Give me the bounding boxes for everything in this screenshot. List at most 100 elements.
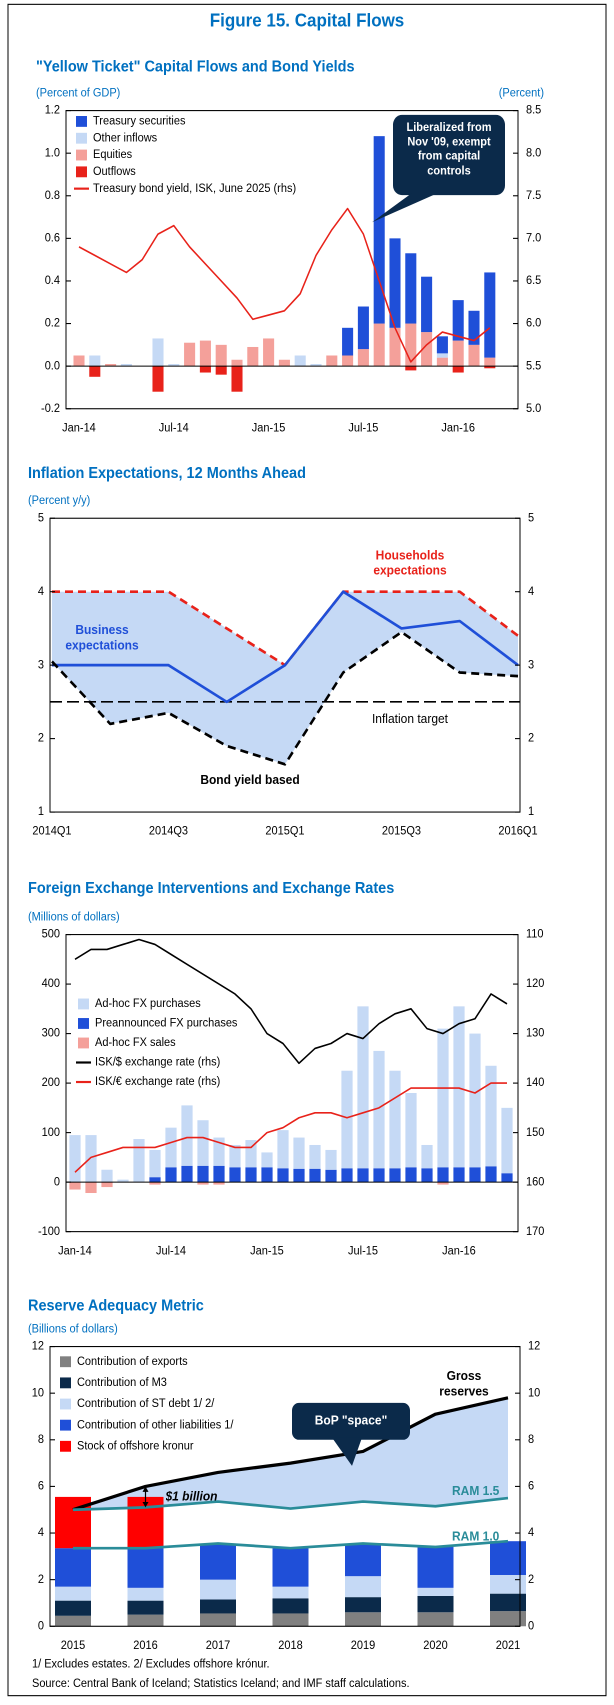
bar — [469, 1033, 481, 1168]
chart-title: Inflation Expectations, 12 Months Ahead — [28, 464, 306, 482]
target-label-box: Inflation target — [372, 711, 448, 726]
callout-text: Liberalized from Nov '09, exempt from ca… — [406, 121, 492, 178]
series-label-box: Business expectations — [65, 622, 138, 653]
bar — [165, 1127, 177, 1168]
series-label-box: Bond yield based — [200, 771, 300, 788]
bar — [85, 1182, 97, 1194]
series-label-box: RAM 1.0 — [452, 1529, 499, 1544]
bar — [200, 1544, 236, 1580]
bar — [73, 355, 85, 367]
bar — [89, 366, 101, 377]
series-line — [52, 590, 519, 704]
bar — [181, 1105, 193, 1166]
x-tick-label: 2015Q1 — [265, 825, 304, 837]
bar — [357, 349, 369, 367]
bar — [341, 1168, 353, 1183]
bar — [437, 1028, 449, 1168]
bar — [149, 1177, 161, 1183]
bar — [127, 1587, 164, 1601]
bar — [272, 1548, 309, 1587]
y2-tick-label: 150 — [526, 1126, 544, 1138]
bar — [405, 366, 417, 371]
bar — [484, 357, 496, 367]
y-tick-label: 2 — [38, 732, 44, 744]
bar — [485, 1166, 497, 1183]
bar — [261, 1152, 273, 1168]
y2-tick-label: 3 — [528, 659, 534, 671]
legend-label: Contribution of other liabilities 1/ — [77, 1419, 234, 1431]
series-label-box: Gross reserves — [439, 1368, 488, 1399]
y2-tick-label: 5.0 — [526, 403, 541, 415]
series-line — [74, 938, 508, 1065]
bar — [55, 1600, 91, 1616]
bar — [389, 1070, 401, 1169]
bar — [342, 327, 354, 356]
bar — [277, 1130, 289, 1169]
bar — [453, 1006, 465, 1168]
bar — [168, 364, 180, 367]
y2-tick-label: 5 — [528, 512, 534, 524]
y-tick-label: 1.2 — [45, 104, 60, 116]
y2-tick-label: 130 — [526, 1027, 544, 1039]
bar — [278, 359, 290, 367]
bar — [417, 1595, 454, 1613]
series-label: Bond yield based — [200, 771, 300, 788]
bar — [310, 364, 322, 367]
arrow-head — [142, 1501, 149, 1508]
legend-swatch — [76, 149, 87, 161]
y2-tick-label: 2 — [528, 732, 534, 744]
y2-tick-label: 4 — [528, 585, 535, 597]
legend-swatch — [60, 1356, 71, 1368]
legend-label: Ad-hoc FX purchases — [95, 998, 201, 1010]
y-tick-label: -0.2 — [41, 403, 60, 415]
y-tick-label: 400 — [42, 978, 60, 990]
bar — [181, 1165, 193, 1183]
bar — [231, 366, 243, 392]
y2-tick-label: 7.5 — [526, 190, 541, 202]
x-tick-label: 2015 — [61, 1640, 85, 1652]
bar — [309, 1168, 321, 1183]
annotation: $1 billion — [165, 1488, 218, 1504]
footnote: 1/ Excludes estates. 2/ Excludes offshor… — [32, 1658, 270, 1670]
y-axis-unit: (Percent y/y) — [28, 495, 91, 507]
bar — [85, 1135, 97, 1183]
series-label-box: RAM 1.5 — [452, 1483, 499, 1498]
bar — [437, 1182, 449, 1185]
bar — [263, 338, 275, 367]
y-tick-label: 300 — [42, 1027, 60, 1039]
chart-title: Reserve Adequacy Metric — [28, 1297, 204, 1315]
bar — [229, 1144, 241, 1168]
y-tick-label: 3 — [38, 659, 44, 671]
bar — [229, 1167, 241, 1183]
y-tick-label: 6 — [38, 1480, 44, 1492]
callout-text: BoP "space" — [314, 1412, 388, 1428]
x-tick-label: 2016Q1 — [498, 825, 537, 837]
bar — [490, 1611, 526, 1627]
bar — [199, 340, 211, 367]
series-line — [73, 1539, 509, 1550]
bar — [127, 1600, 164, 1615]
y-tick-label: 100 — [42, 1126, 60, 1138]
bar — [133, 1139, 145, 1183]
y2-tick-label: 6.0 — [526, 317, 541, 329]
bar — [485, 1065, 497, 1167]
bar — [245, 1167, 257, 1183]
y2-tick-label: 12 — [528, 1340, 540, 1352]
bar — [421, 332, 433, 367]
bar — [490, 1541, 526, 1575]
y2-tick-label: 140 — [526, 1077, 544, 1089]
bar — [436, 336, 448, 354]
bar — [421, 1168, 433, 1183]
bar — [215, 344, 227, 367]
callout-box — [393, 114, 505, 196]
legend-label: Treasury securities — [93, 115, 186, 127]
callout-text-box: Liberalized from Nov '09, exempt from ca… — [406, 121, 492, 178]
y-tick-label: 0.4 — [45, 275, 61, 287]
x-tick-label: 2017 — [206, 1640, 230, 1652]
bar — [69, 1182, 81, 1190]
y2-tick-label: 120 — [526, 978, 544, 990]
shaded-band — [73, 1397, 508, 1510]
bar — [117, 1179, 129, 1183]
y-tick-label: 0 — [38, 1620, 44, 1632]
